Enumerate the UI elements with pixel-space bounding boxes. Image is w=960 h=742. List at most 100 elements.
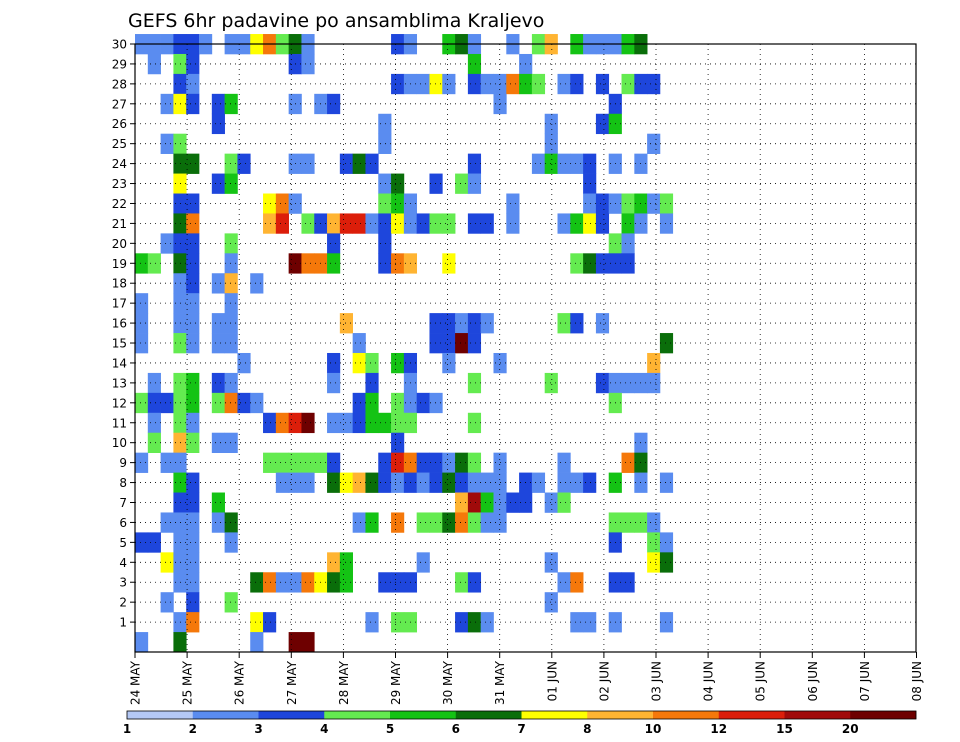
precip-cell — [365, 352, 379, 374]
precip-cell — [544, 133, 558, 154]
precip-cell — [391, 512, 405, 533]
precip-cell — [659, 532, 674, 553]
precip-cell — [583, 153, 597, 174]
precip-cell — [186, 372, 200, 394]
precip-cell — [237, 352, 251, 374]
legend-swatch — [258, 711, 325, 719]
precip-cell — [365, 412, 379, 434]
precip-cell — [659, 193, 674, 214]
precip-cell — [173, 512, 187, 533]
precip-cell — [173, 372, 187, 394]
precip-cell — [647, 552, 661, 573]
precip-cell — [186, 472, 200, 493]
precip-cell — [480, 313, 494, 334]
precip-cell — [275, 572, 289, 593]
precip-cell — [570, 213, 584, 234]
precip-cell — [173, 572, 187, 593]
y-tick-label: 14 — [112, 356, 127, 370]
precip-cell — [378, 412, 392, 434]
precip-cell — [467, 472, 482, 493]
precip-cell — [263, 572, 277, 593]
precip-cell — [301, 472, 315, 493]
precip-cell — [647, 133, 661, 154]
precip-cell — [352, 153, 366, 174]
precip-cell — [327, 233, 341, 254]
precip-cell — [570, 612, 584, 633]
x-tick-label: 06 JUN — [806, 661, 820, 701]
precip-cell — [263, 612, 277, 633]
precip-cell — [557, 213, 571, 234]
precip-cell — [455, 313, 469, 334]
precip-cell — [365, 612, 379, 633]
precip-cell — [186, 612, 200, 633]
precip-cell — [544, 113, 558, 135]
precip-cell — [583, 193, 597, 214]
legend-label: 2 — [189, 722, 197, 736]
precip-cell — [442, 333, 456, 354]
precip-cell — [467, 53, 482, 75]
precip-cell — [467, 452, 482, 473]
legend-swatch — [127, 711, 194, 719]
y-tick-label: 17 — [112, 297, 127, 311]
y-tick-label: 7 — [119, 496, 127, 510]
precip-cell — [327, 93, 341, 115]
precip-cell — [352, 213, 366, 234]
precip-cell — [211, 512, 225, 533]
precip-cell — [416, 512, 430, 533]
precip-cell — [135, 392, 149, 414]
precip-cell — [621, 372, 635, 394]
legend-label: 10 — [645, 722, 662, 736]
precip-cell — [135, 333, 149, 354]
precip-cell — [442, 73, 456, 95]
legend-swatch — [653, 711, 720, 719]
precip-cell — [186, 193, 200, 214]
x-axis: 24 MAY 25 MAY 26 MAY 27 MAY 28 MAY 29 MAY 30 M… — [129, 652, 924, 705]
precip-cell — [173, 73, 187, 95]
precip-cell — [160, 392, 174, 414]
precip-cell — [378, 233, 392, 254]
precip-cell — [583, 472, 597, 493]
precip-cell — [416, 472, 430, 493]
legend-swatch — [850, 711, 917, 719]
precip-cell — [429, 73, 443, 95]
precip-cell — [186, 213, 200, 234]
precip-cell — [659, 472, 674, 493]
y-tick-label: 6 — [119, 516, 127, 530]
precip-cell — [391, 572, 405, 593]
y-tick-label: 23 — [112, 177, 127, 191]
precip-cell — [186, 153, 200, 174]
precip-cell — [467, 412, 482, 434]
precip-cell — [391, 612, 405, 633]
precip-cell — [442, 352, 456, 374]
precip-cell — [186, 512, 200, 533]
precip-cell — [557, 73, 571, 95]
precip-cell — [224, 392, 238, 414]
precip-cell — [544, 372, 558, 394]
precip-cell — [378, 173, 392, 194]
precip-cell — [186, 53, 200, 75]
precip-cell — [506, 213, 520, 234]
precip-cell — [147, 372, 161, 394]
precip-cell — [224, 153, 238, 174]
precip-cell — [352, 472, 366, 493]
precip-cell — [621, 452, 635, 473]
precip-cell — [186, 293, 200, 314]
precip-cell — [327, 412, 341, 434]
precip-cell — [442, 512, 456, 533]
precip-cell — [621, 73, 635, 95]
precip-cell — [365, 213, 379, 234]
legend-swatch — [718, 711, 785, 719]
precip-cell — [186, 93, 200, 115]
y-tick-label: 28 — [112, 77, 127, 91]
y-tick-label: 19 — [112, 257, 127, 271]
precip-cell — [442, 213, 456, 234]
precip-cell — [365, 372, 379, 394]
precip-cell — [467, 213, 482, 234]
precip-cell — [211, 432, 225, 453]
precip-cell — [224, 333, 238, 354]
legend-label: 7 — [517, 722, 525, 736]
precip-cell — [327, 552, 341, 573]
precip-cell — [135, 532, 149, 553]
x-tick-label: 31 MAY — [493, 660, 507, 705]
precip-cell — [595, 193, 610, 214]
